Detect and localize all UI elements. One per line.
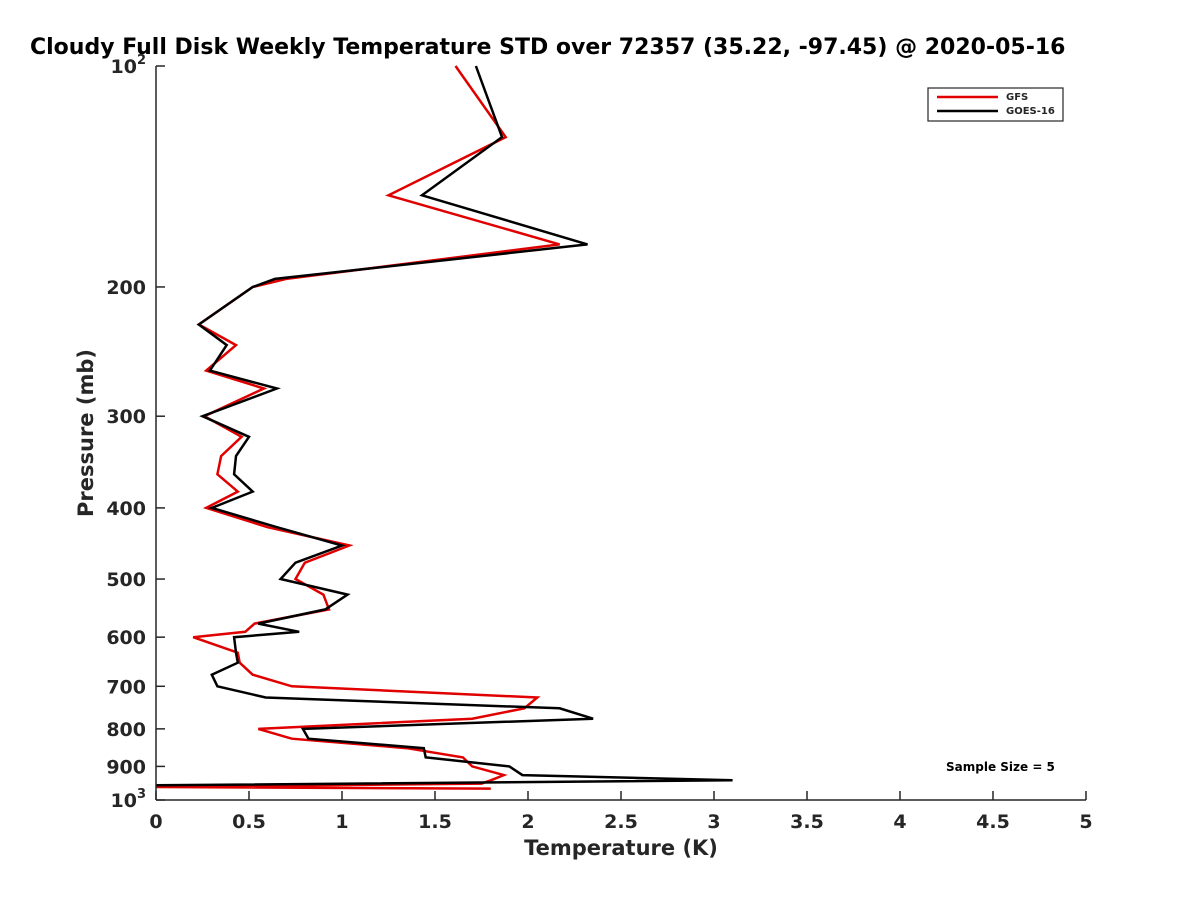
y-ticks: 102 200 300 400 500 600 700 800 900 103 [106,53,165,812]
sample-size-annotation: Sample Size = 5 [946,760,1055,774]
chart-title: Cloudy Full Disk Weekly Temperature STD … [30,35,1065,60]
y-tick-label: 102 [111,53,147,78]
x-axis-label: Temperature (K) [524,836,718,860]
legend-label-gfs: GFS [1006,92,1028,103]
y-tick-label: 103 [111,787,147,812]
y-tick-label: 400 [106,498,146,520]
y-tick-label: 800 [106,719,146,741]
x-tick-label: 4 [893,811,906,833]
x-tick-label: 3 [707,811,720,833]
y-tick-label: 200 [106,277,146,299]
legend-box [927,87,1064,122]
x-tick-label: 2 [521,811,534,833]
y-tick-label: 700 [106,676,146,698]
y-tick-label: 600 [106,627,146,649]
y-tick-label: 500 [106,569,146,591]
y-axis-label: Pressure (mb) [74,349,98,517]
x-ticks: 0 0.5 1 1.5 2 2.5 3 3.5 4 4.5 5 [149,791,1093,833]
x-tick-label: 2.5 [604,811,638,833]
x-tick-label: 4.5 [976,811,1010,833]
y-tick-label: 900 [106,756,146,778]
y-tick-label: 300 [106,406,146,428]
series-line-goes16 [155,65,733,787]
x-tick-label: 1.5 [418,811,452,833]
legend: GFS GOES-16 [927,87,1064,122]
x-tick-label: 5 [1079,811,1092,833]
x-tick-label: 3.5 [790,811,824,833]
x-tick-label: 1 [335,811,348,833]
series-layer [155,65,733,790]
series-line-gfs [155,65,560,790]
legend-label-goes16: GOES-16 [1006,106,1055,117]
x-tick-label: 0 [149,811,162,833]
x-tick-label: 0.5 [232,811,266,833]
plot-area [156,66,1086,800]
